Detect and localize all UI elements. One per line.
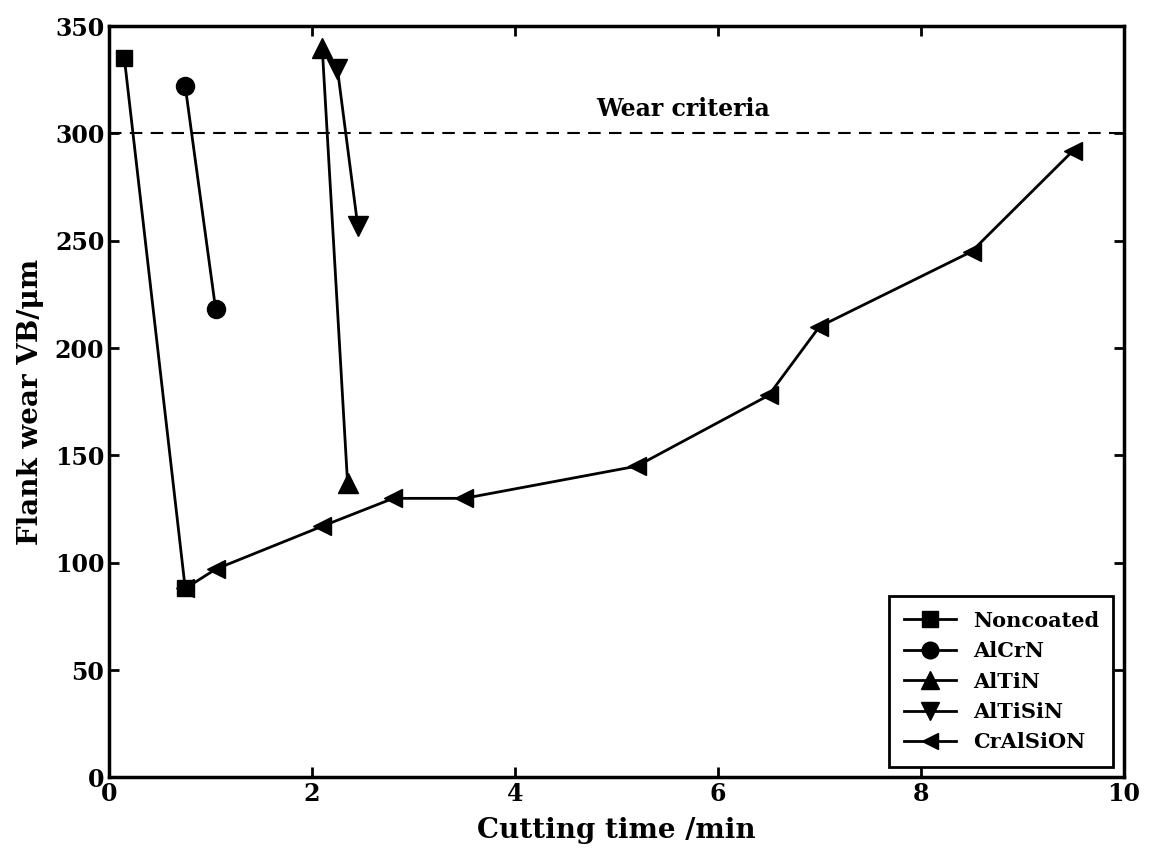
Line: AlCrN: AlCrN <box>176 77 224 319</box>
CrAlSiON <box>386 493 400 504</box>
CrAlSiON <box>629 461 643 471</box>
CrAlSiON <box>208 564 222 574</box>
Noncoated <box>117 53 131 64</box>
AlCrN <box>178 81 192 91</box>
AlTiN <box>340 478 354 488</box>
X-axis label: Cutting time /min: Cutting time /min <box>477 817 756 845</box>
CrAlSiON <box>965 246 979 257</box>
Y-axis label: Flank wear VB/μm: Flank wear VB/μm <box>16 258 44 545</box>
CrAlSiON <box>1066 146 1079 156</box>
CrAlSiON <box>316 521 330 531</box>
Legend: Noncoated, AlCrN, AlTiN, AlTiSiN, CrAlSiON: Noncoated, AlCrN, AlTiN, AlTiSiN, CrAlSi… <box>890 596 1113 767</box>
Line: CrAlSiON: CrAlSiON <box>176 141 1082 598</box>
Noncoated <box>178 583 192 593</box>
CrAlSiON <box>761 390 775 400</box>
CrAlSiON <box>812 321 826 331</box>
Text: Wear criteria: Wear criteria <box>596 97 769 121</box>
CrAlSiON <box>178 583 192 593</box>
AlTiSiN <box>331 64 345 74</box>
AlCrN <box>208 304 222 314</box>
Line: AlTiN: AlTiN <box>312 38 358 493</box>
AlTiSiN <box>351 220 364 231</box>
Line: AlTiSiN: AlTiSiN <box>327 59 368 236</box>
Line: Noncoated: Noncoated <box>116 50 193 597</box>
AlTiN <box>316 42 330 53</box>
CrAlSiON <box>457 493 471 504</box>
